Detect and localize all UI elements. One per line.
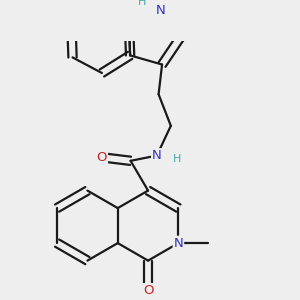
Text: H: H [172, 154, 181, 164]
Text: O: O [97, 151, 107, 164]
Text: N: N [155, 4, 165, 17]
Text: N: N [173, 237, 183, 250]
Text: O: O [143, 284, 153, 297]
Text: H: H [138, 0, 146, 7]
Text: N: N [152, 149, 162, 162]
